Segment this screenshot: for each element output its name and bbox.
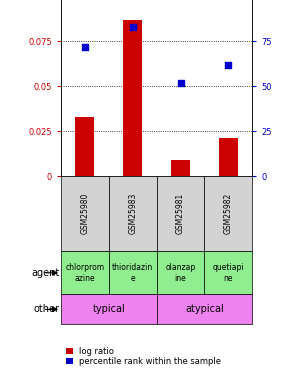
- Bar: [157, 294, 252, 324]
- Bar: [204, 176, 252, 251]
- Bar: [75, 117, 94, 176]
- Text: GSM25980: GSM25980: [80, 193, 89, 234]
- Point: [226, 62, 231, 68]
- Bar: [109, 176, 157, 251]
- Text: thioridazin
e: thioridazin e: [112, 263, 153, 282]
- Text: GSM25981: GSM25981: [176, 193, 185, 234]
- Text: agent: agent: [31, 268, 59, 278]
- Legend: log ratio, percentile rank within the sample: log ratio, percentile rank within the sa…: [65, 346, 222, 367]
- Bar: [157, 176, 204, 251]
- Bar: [157, 251, 204, 294]
- Bar: [204, 251, 252, 294]
- Bar: [219, 138, 238, 176]
- Point: [130, 24, 135, 30]
- Bar: [123, 20, 142, 176]
- Point: [178, 80, 183, 86]
- Text: chlorprom
azine: chlorprom azine: [65, 263, 104, 282]
- Text: atypical: atypical: [185, 304, 224, 314]
- Bar: [61, 294, 157, 324]
- Bar: [171, 160, 190, 176]
- Bar: [61, 251, 109, 294]
- Bar: [61, 176, 109, 251]
- Text: GSM25982: GSM25982: [224, 193, 233, 234]
- Bar: [109, 251, 157, 294]
- Text: olanzap
ine: olanzap ine: [165, 263, 196, 282]
- Text: typical: typical: [93, 304, 125, 314]
- Text: other: other: [33, 304, 59, 314]
- Text: quetiapi
ne: quetiapi ne: [213, 263, 244, 282]
- Text: GSM25983: GSM25983: [128, 193, 137, 234]
- Point: [82, 44, 87, 50]
